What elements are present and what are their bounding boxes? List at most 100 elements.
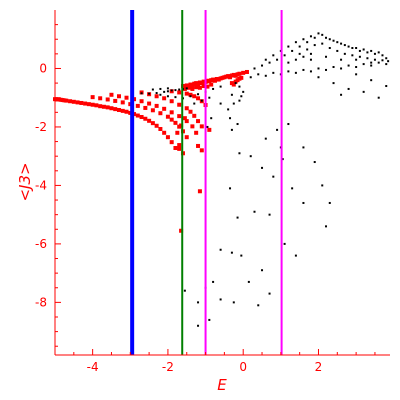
data-point-black bbox=[358, 49, 361, 52]
data-point-red bbox=[147, 101, 152, 106]
data-point-red bbox=[192, 113, 197, 118]
data-point-red bbox=[71, 99, 76, 104]
data-point-black bbox=[385, 85, 388, 88]
data-point-red bbox=[120, 100, 125, 105]
data-point-black bbox=[328, 38, 331, 41]
data-point-red bbox=[205, 84, 210, 89]
data-point-black bbox=[355, 73, 358, 76]
data-point-black bbox=[347, 45, 350, 48]
data-point-black bbox=[236, 123, 239, 126]
data-point-red bbox=[86, 102, 91, 107]
data-point-black bbox=[287, 45, 290, 48]
data-point-black bbox=[261, 269, 264, 272]
data-point-black bbox=[232, 301, 235, 304]
data-point-red bbox=[196, 119, 201, 124]
data-point-black bbox=[287, 61, 290, 64]
data-point-red bbox=[207, 127, 212, 132]
data-point-black bbox=[385, 63, 388, 66]
data-point-black bbox=[385, 57, 388, 60]
data-point-black bbox=[219, 102, 222, 105]
data-point-red bbox=[241, 70, 246, 75]
data-point-red bbox=[109, 92, 114, 97]
data-point-red bbox=[158, 111, 163, 116]
data-point-black bbox=[347, 64, 350, 67]
x-tick-label: -4 bbox=[87, 360, 99, 374]
data-point-black bbox=[151, 88, 154, 91]
data-point-black bbox=[355, 66, 358, 69]
data-point-red bbox=[196, 143, 201, 148]
data-point-red bbox=[113, 107, 118, 112]
data-point-red bbox=[154, 103, 159, 108]
data-point-black bbox=[253, 210, 256, 213]
data-point-black bbox=[343, 44, 346, 47]
data-point-red bbox=[79, 100, 84, 105]
tick-labels: -4 -2 0 2 0 -2 -4 -6 -8 bbox=[35, 61, 322, 374]
data-point-black bbox=[189, 95, 192, 98]
data-point-red bbox=[139, 99, 144, 104]
data-point-red bbox=[158, 126, 163, 131]
data-point-red bbox=[182, 86, 187, 91]
data-point-black bbox=[219, 248, 222, 251]
data-point-red bbox=[209, 82, 214, 87]
data-point-black bbox=[212, 87, 215, 90]
data-point-black bbox=[351, 47, 354, 50]
data-point-black bbox=[373, 58, 376, 61]
data-point-black bbox=[347, 87, 350, 90]
y-tick-label: -6 bbox=[35, 237, 47, 251]
data-point-black bbox=[381, 54, 384, 57]
data-point-black bbox=[242, 90, 245, 93]
data-point-black bbox=[321, 33, 324, 36]
data-point-red bbox=[147, 118, 152, 123]
data-point-red bbox=[150, 121, 155, 126]
data-point-black bbox=[306, 48, 309, 51]
axes bbox=[54, 10, 390, 356]
data-point-black bbox=[236, 216, 239, 219]
data-point-black bbox=[230, 251, 233, 254]
data-point-red bbox=[184, 135, 189, 140]
data-point-black bbox=[206, 125, 209, 128]
data-point-black bbox=[155, 92, 158, 95]
data-point-black bbox=[317, 67, 320, 70]
data-point-black bbox=[370, 49, 373, 52]
data-point-red bbox=[184, 91, 189, 96]
data-point-red bbox=[169, 140, 174, 145]
data-point-black bbox=[336, 41, 339, 44]
data-point-black bbox=[362, 48, 365, 51]
data-point-red bbox=[143, 105, 148, 110]
data-point-red bbox=[169, 117, 174, 122]
data-point-black bbox=[283, 54, 286, 57]
data-point-black bbox=[208, 96, 211, 99]
data-point-black bbox=[325, 68, 328, 71]
data-point-red bbox=[197, 189, 202, 194]
data-point-black bbox=[366, 57, 369, 60]
data-point-black bbox=[362, 63, 365, 66]
data-point-black bbox=[332, 39, 335, 42]
data-point-black bbox=[309, 52, 312, 55]
data-point-black bbox=[294, 58, 297, 61]
data-point-black bbox=[306, 41, 309, 44]
data-point-red bbox=[188, 92, 193, 97]
data-point-black bbox=[283, 242, 286, 245]
data-point-black bbox=[247, 280, 250, 283]
y-tick-label: -4 bbox=[35, 178, 47, 192]
data-point-black bbox=[219, 85, 222, 88]
data-point-black bbox=[253, 67, 256, 70]
data-point-black bbox=[294, 41, 297, 44]
x-tick-label: 2 bbox=[315, 360, 323, 374]
data-point-black bbox=[325, 36, 328, 39]
data-point-red bbox=[68, 99, 73, 104]
data-point-red bbox=[197, 85, 202, 90]
data-point-black bbox=[272, 175, 275, 178]
data-point-black bbox=[249, 76, 252, 79]
data-point-black bbox=[261, 166, 264, 169]
data-point-red bbox=[196, 96, 201, 101]
data-point-black bbox=[272, 54, 275, 57]
data-point-red bbox=[98, 104, 103, 109]
data-point-red bbox=[83, 101, 88, 106]
data-point-black bbox=[370, 79, 373, 82]
reference-lines bbox=[130, 10, 283, 355]
data-point-black bbox=[229, 187, 232, 190]
data-point-black bbox=[238, 99, 241, 102]
data-point-black bbox=[166, 90, 169, 93]
data-point-red bbox=[177, 114, 182, 119]
